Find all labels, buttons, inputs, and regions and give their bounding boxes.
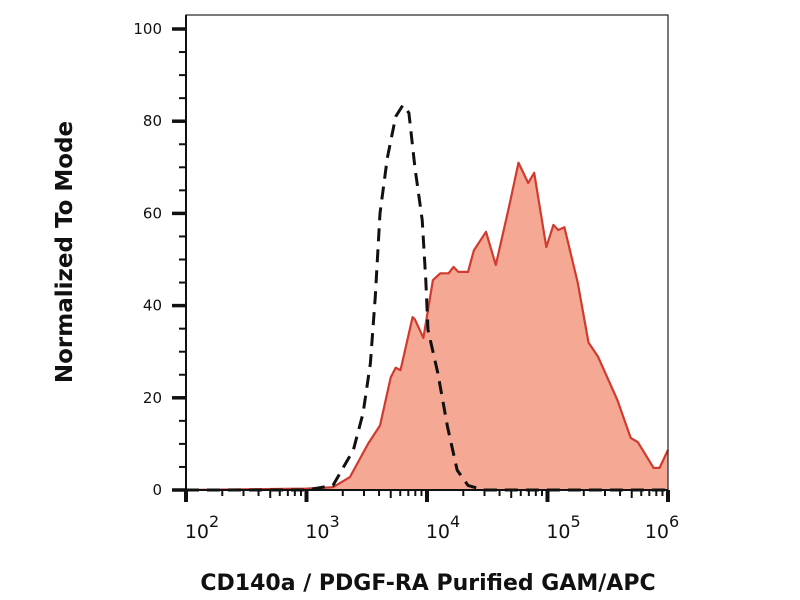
x-axis-title: CD140a / PDGF-RA Purified GAM/APC xyxy=(200,571,655,596)
x-tick-label: 105 xyxy=(546,512,580,543)
x-tick-label: 104 xyxy=(426,512,460,543)
y-axis: 0 20 40 60 80 100 xyxy=(133,15,187,499)
y-tick-label: 20 xyxy=(143,389,162,407)
x-tick-base: 10 xyxy=(185,521,209,543)
x-tick-label: 106 xyxy=(645,512,679,543)
x-tick-exponent: 4 xyxy=(450,512,460,531)
x-tick-exponent: 2 xyxy=(209,512,219,531)
y-tick-label: 80 xyxy=(143,112,162,130)
y-tick-label: 60 xyxy=(143,204,162,222)
y-axis-title: Normalized To Mode xyxy=(52,121,78,383)
plot-area xyxy=(185,14,669,492)
x-tick-base: 10 xyxy=(305,521,329,543)
x-tick-exponent: 5 xyxy=(571,512,581,531)
x-tick-exponent: 6 xyxy=(669,512,679,531)
y-tick-label: 0 xyxy=(152,481,162,499)
y-tick-label: 40 xyxy=(143,297,162,315)
x-tick-label: 102 xyxy=(185,512,219,543)
series-line-0 xyxy=(185,161,669,492)
x-tick-base: 10 xyxy=(546,521,570,543)
y-tick-label: 100 xyxy=(133,20,162,38)
series-line-1 xyxy=(186,102,668,492)
x-tick-base: 10 xyxy=(426,521,450,543)
x-tick-base: 10 xyxy=(645,521,669,543)
x-tick-exponent: 3 xyxy=(330,512,340,531)
x-tick-label: 103 xyxy=(305,512,339,543)
x-axis: 102 103 104 105 106 xyxy=(172,489,679,543)
